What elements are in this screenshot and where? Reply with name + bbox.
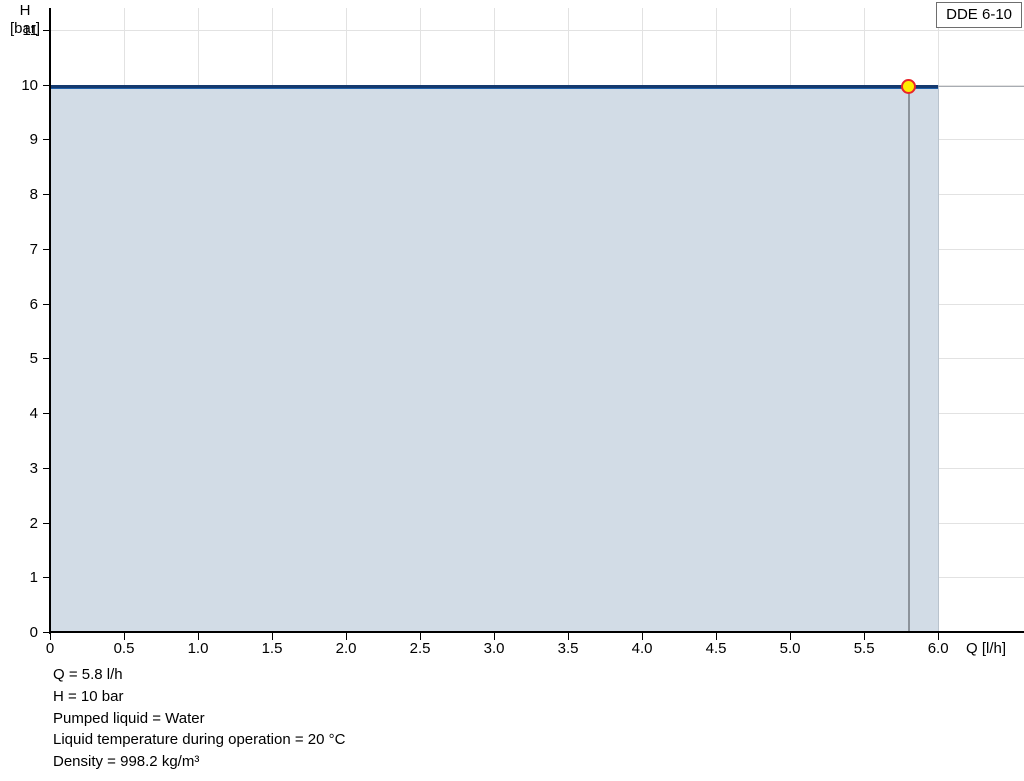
y-axis-line <box>49 8 51 634</box>
y-axis-tick <box>43 303 50 305</box>
y-axis-tick-label: 7 <box>29 240 38 258</box>
plot-area <box>50 8 1024 632</box>
duty-curve-highlight <box>50 87 939 89</box>
y-axis-tick-label: 3 <box>29 459 38 477</box>
x-axis-tick-label: 2.0 <box>335 640 357 657</box>
y-axis-tick-label: 5 <box>29 350 38 368</box>
y-axis-tick <box>43 29 50 31</box>
y-axis-tick-label: 4 <box>29 405 38 423</box>
y-axis-tick-label: 10 <box>21 76 38 94</box>
y-axis-tick <box>43 632 50 633</box>
x-axis-tick <box>272 633 274 640</box>
duty-point-vertical-guide <box>907 84 910 632</box>
y-axis-tick-label: 0 <box>29 624 38 641</box>
x-axis-tick-label: 1.0 <box>187 640 209 657</box>
x-axis-title: Q [l/h] <box>966 640 1007 657</box>
x-axis-tick <box>198 633 200 640</box>
x-axis-tick <box>346 633 348 640</box>
y-axis-tick <box>43 84 50 86</box>
x-axis-tick-label: 4.0 <box>631 640 653 657</box>
y-axis-tick <box>43 194 50 196</box>
duty-point-caption-line: Pumped liquid = Water <box>53 709 205 727</box>
x-axis-tick <box>420 633 422 640</box>
x-axis-tick <box>494 633 496 640</box>
x-axis-line <box>50 631 1024 633</box>
x-axis-tick-label: 0 <box>45 640 55 657</box>
y-axis-title: H [bar] <box>4 2 46 38</box>
x-axis-tick <box>938 633 940 640</box>
y-axis-tick-label: 6 <box>29 295 38 313</box>
x-axis-tick-label: 5.0 <box>779 640 801 657</box>
duty-point-caption-line: Q = 5.8 l/h <box>53 666 123 683</box>
duty-point-caption-line: H = 10 bar <box>53 687 124 705</box>
x-axis-tick-label: 2.5 <box>409 640 431 657</box>
x-axis-tick-label: 5.5 <box>853 640 875 657</box>
x-axis-tick-label: 3.5 <box>557 640 579 657</box>
y-axis-tick <box>43 467 50 469</box>
curve-fill-area <box>50 84 939 632</box>
y-axis-tick-label: 8 <box>29 186 38 204</box>
duty-point-caption-line: Density = 998.2 kg/m³ <box>53 753 200 771</box>
y-axis-tick <box>43 248 50 250</box>
x-axis-tick <box>50 633 51 640</box>
grid-line-horizontal <box>50 29 1024 31</box>
y-axis-tick <box>43 577 50 579</box>
x-axis-tick <box>124 633 125 640</box>
x-axis-tick-label: 3.0 <box>483 640 505 657</box>
y-axis-tick-label: 9 <box>29 131 38 149</box>
y-axis-tick <box>43 413 50 415</box>
y-axis-tick-label: 1 <box>29 569 38 587</box>
duty-point-marker[interactable] <box>901 78 917 94</box>
x-axis-tick-label: 4.5 <box>705 640 727 657</box>
y-axis-tick <box>43 522 50 524</box>
duty-point-caption-line: Liquid temperature during operation = 20… <box>53 731 346 749</box>
duty-point-caption: Q = 5.8 l/h H = 10 bar Pumped liquid = Wat… <box>53 664 345 773</box>
y-axis-tick <box>43 139 50 141</box>
y-axis-title-unit: [bar] <box>9 20 40 37</box>
x-axis-tick <box>716 633 718 640</box>
x-axis-tick <box>790 633 792 640</box>
x-axis-tick <box>568 633 570 640</box>
y-axis-tick-label: 11 <box>22 21 38 39</box>
y-axis-tick <box>43 358 50 360</box>
y-axis-title-symbol: H <box>19 2 31 19</box>
fill-right-edge <box>938 84 940 632</box>
x-axis-tick-label: 1.5 <box>261 640 283 657</box>
legend: DDE 6-10 <box>936 2 1022 28</box>
y-axis-tick-label: 2 <box>29 514 38 532</box>
x-axis-tick <box>864 633 866 640</box>
duty-point-horizontal-guide <box>938 85 1024 87</box>
legend-series-label: DDE 6-10 <box>946 6 1012 23</box>
x-axis-tick-label: 0.5 <box>113 640 135 657</box>
x-axis-tick-label: 6.0 <box>927 640 949 657</box>
x-axis-tick <box>642 633 644 640</box>
duty-curve-line <box>50 84 939 88</box>
